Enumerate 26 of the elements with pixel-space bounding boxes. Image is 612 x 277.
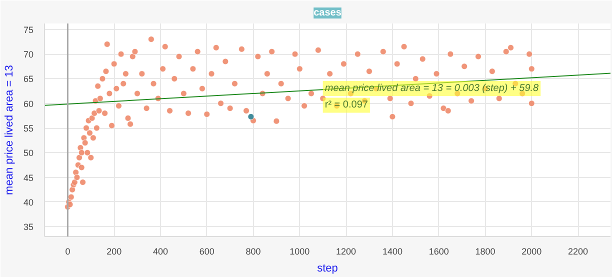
- x-tick-label: 400: [152, 246, 168, 256]
- y-tick-label: 35: [23, 222, 34, 232]
- x-tick-label: 800: [246, 246, 261, 256]
- x-tick-label: 200: [106, 246, 122, 256]
- chart-title: cases: [314, 8, 342, 18]
- y-tick-label: 55: [23, 124, 34, 134]
- x-tick-label: 2200: [568, 246, 588, 256]
- y-tick-label: 60: [23, 98, 34, 109]
- x-tick-label: 2000: [522, 246, 542, 256]
- x-tick-label: 1800: [475, 246, 496, 256]
- y-tick-label: 65: [23, 74, 34, 84]
- x-tick-label: 0: [65, 246, 70, 256]
- y-tick-label: 70: [23, 50, 34, 60]
- annotation: mean price lived area = 13 = 0.003 (step) + 59.8: [324, 82, 540, 94]
- x-tick-label: 1200: [336, 246, 356, 256]
- y-axis-title: mean price lived area = 13: [3, 65, 16, 195]
- y-tick-label: 40: [23, 197, 34, 208]
- annotation: r² = 0.097: [324, 100, 368, 111]
- y-tick-label: 50: [23, 148, 34, 158]
- x-tick-label: 1600: [428, 246, 449, 256]
- x-tick-label: 1400: [382, 246, 402, 256]
- y-tick-label: 75: [23, 24, 34, 35]
- x-tick-label: 600: [199, 246, 214, 256]
- x-axis-title: step: [317, 262, 338, 274]
- x-tick-label: 1000: [290, 246, 310, 256]
- y-tick-label: 45: [23, 172, 34, 183]
